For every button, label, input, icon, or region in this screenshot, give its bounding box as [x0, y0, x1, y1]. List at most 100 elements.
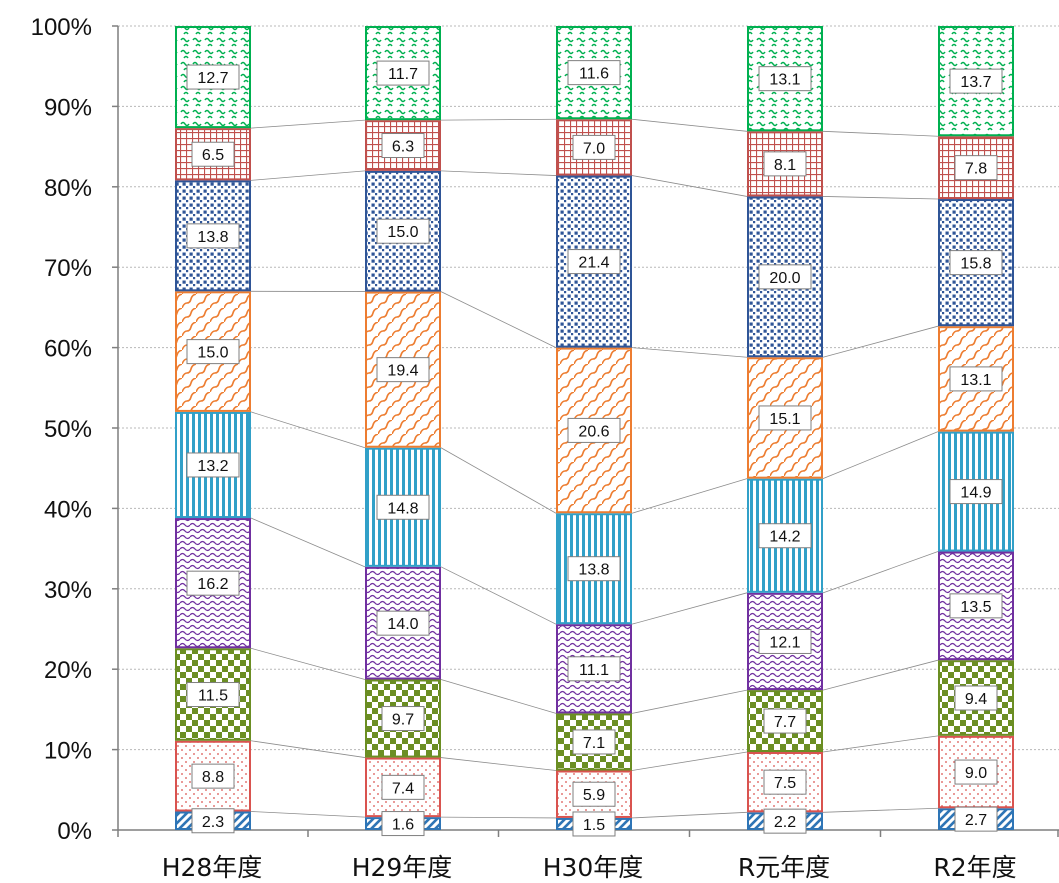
data-labels: 2.3 8.8 11.5 16.2 13.2 15.0 13.8 6.5 12.7 1.6 7.4 9…: [186, 60, 1003, 837]
y-tick-label: 60%: [44, 336, 92, 363]
data-label-text: 2.2: [774, 814, 796, 831]
data-label-box: [954, 685, 998, 711]
data-label-box: [186, 339, 240, 365]
series-connector-line: [250, 647, 366, 680]
data-label-box: [954, 155, 998, 181]
series-connector-line: [822, 431, 939, 480]
y-tick-label: 80%: [44, 175, 92, 202]
series-connector-line: [631, 478, 748, 514]
series-connector-line: [631, 347, 748, 358]
y-tick-label: 10%: [44, 738, 92, 765]
data-label-text: 15.0: [387, 224, 418, 241]
data-label: 13.1: [758, 66, 812, 92]
series-connector-line: [822, 130, 939, 137]
y-tick-label: 70%: [44, 255, 92, 282]
data-label-text: 20.6: [578, 423, 609, 440]
data-label-text: 13.2: [197, 458, 228, 475]
series-connector-line: [631, 175, 748, 197]
data-label-text: 13.7: [960, 74, 991, 91]
data-label-box: [567, 60, 621, 86]
data-label-text: 7.4: [392, 780, 414, 797]
data-label-box: [376, 218, 430, 244]
data-label: 7.4: [381, 774, 425, 800]
data-label: 13.5: [949, 593, 1003, 619]
data-label-box: [381, 133, 425, 159]
data-label: 2.3: [191, 808, 235, 834]
data-label-box: [376, 60, 430, 86]
data-label-box: [186, 452, 240, 478]
data-label-text: 9.4: [965, 691, 987, 708]
data-label-text: 11.6: [579, 66, 609, 83]
data-label: 11.5: [186, 682, 240, 708]
data-label: 7.5: [763, 769, 807, 795]
data-label: 15.1: [758, 405, 812, 431]
series-connector-line: [631, 118, 748, 132]
data-label-text: 5.9: [583, 787, 605, 804]
data-label-box: [191, 141, 235, 167]
data-label-text: 13.8: [197, 229, 228, 246]
data-label-text: 7.8: [965, 161, 987, 178]
series-connector-line: [822, 659, 939, 691]
data-label-box: [376, 357, 430, 383]
data-label-text: 7.5: [774, 775, 796, 792]
data-label-text: 14.2: [769, 529, 800, 546]
data-label: 9.4: [954, 685, 998, 711]
data-label-text: 6.3: [392, 139, 414, 156]
data-label: 12.7: [186, 64, 240, 90]
data-label-box: [758, 264, 812, 290]
series-connector-line: [822, 807, 939, 813]
data-label: 11.7: [376, 60, 430, 86]
data-label-box: [186, 682, 240, 708]
data-label-text: 13.1: [769, 72, 800, 89]
data-label: 11.1: [567, 656, 621, 682]
data-label-box: [191, 763, 235, 789]
data-label-text: 16.2: [197, 576, 228, 593]
data-label-box: [567, 249, 621, 275]
data-label-box: [758, 628, 812, 654]
data-label-text: 21.4: [578, 255, 609, 272]
data-label: 7.1: [572, 729, 616, 755]
series-connector-line: [440, 757, 557, 771]
series-connector-line: [822, 196, 939, 200]
data-label-box: [763, 808, 807, 834]
series-connector-line: [440, 566, 557, 625]
data-label: 9.7: [381, 706, 425, 732]
y-tick-label: 50%: [44, 416, 92, 443]
data-label-text: 12.7: [197, 70, 228, 87]
data-label: 13.8: [186, 223, 240, 249]
data-label-text: 2.7: [965, 812, 987, 829]
y-tick-label: 100%: [31, 14, 92, 41]
data-label: 13.2: [186, 452, 240, 478]
x-tick-label: R2年度: [933, 853, 1016, 882]
data-label-text: 13.5: [960, 599, 991, 616]
series-connector-line: [250, 811, 366, 818]
data-label: 8.8: [191, 763, 235, 789]
data-label-box: [567, 556, 621, 582]
x-tick-label: H29年度: [352, 853, 453, 882]
series-connector-line: [440, 118, 557, 121]
series-connector-line: [440, 170, 557, 176]
data-label: 16.2: [186, 570, 240, 596]
data-label-text: 15.8: [960, 256, 991, 273]
data-label-text: 15.1: [769, 411, 800, 428]
data-label: 5.9: [572, 781, 616, 807]
data-label-text: 9.7: [392, 712, 414, 729]
data-label-text: 11.1: [579, 662, 609, 679]
data-label-box: [376, 610, 430, 636]
series-connector-line: [250, 119, 366, 129]
data-label-box: [567, 656, 621, 682]
data-label-box: [572, 781, 616, 807]
data-label-box: [186, 223, 240, 249]
data-label-box: [186, 570, 240, 596]
data-label-text: 1.6: [392, 817, 414, 834]
series-connector-line: [250, 740, 366, 758]
data-label-box: [381, 774, 425, 800]
series-connector-line: [250, 170, 366, 181]
data-label-text: 14.9: [960, 485, 991, 502]
y-tick-label: 40%: [44, 496, 92, 523]
data-label-text: 7.0: [583, 140, 605, 157]
series-connector-line: [631, 751, 748, 771]
data-label: 15.0: [376, 218, 430, 244]
series-connector-line: [822, 551, 939, 594]
